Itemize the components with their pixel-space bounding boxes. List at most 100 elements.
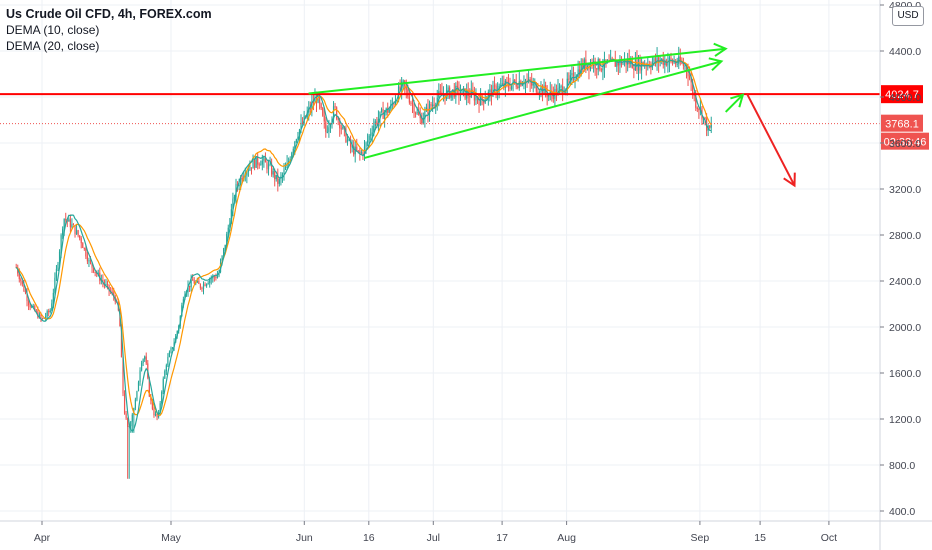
candle-body xyxy=(568,78,570,80)
candle-body xyxy=(247,170,249,172)
candle-body xyxy=(695,96,697,108)
candle-body xyxy=(227,227,229,234)
target-arrow xyxy=(746,93,796,187)
x-tick-label: 15 xyxy=(754,532,766,544)
candle-body xyxy=(679,56,681,63)
candle-body xyxy=(224,244,226,249)
candle-body xyxy=(692,82,694,94)
candle-body xyxy=(75,230,78,234)
candle-body xyxy=(45,316,47,318)
candle-body xyxy=(274,171,276,180)
candle-body xyxy=(653,58,655,63)
candle-body xyxy=(469,95,471,98)
candle-body xyxy=(32,306,34,308)
candle-body xyxy=(249,167,251,171)
candle-body xyxy=(493,85,496,87)
candle-body xyxy=(332,106,335,120)
candle-body xyxy=(246,171,248,176)
chart-title: Us Crude Oil CFD, 4h, FOREX.com xyxy=(6,7,212,21)
candle-body xyxy=(627,59,629,65)
candle-body xyxy=(342,126,344,129)
candle-body xyxy=(501,83,503,86)
currency-badge[interactable]: USD xyxy=(892,6,924,26)
candle-body xyxy=(52,292,54,304)
indicator-dema-20[interactable]: DEMA (20, close) xyxy=(6,39,100,53)
candle-body xyxy=(275,175,277,180)
candle-body xyxy=(490,89,493,97)
candle-body xyxy=(402,80,404,82)
candle-body xyxy=(685,65,688,70)
candle-body xyxy=(393,103,395,105)
candle-body xyxy=(122,357,124,394)
x-tick-label: 17 xyxy=(496,532,508,544)
candle-body xyxy=(532,83,534,86)
target-arrow-head xyxy=(783,172,796,188)
candle-body xyxy=(192,279,194,281)
candle-body xyxy=(387,108,389,113)
candle-body xyxy=(320,103,322,109)
candle-body xyxy=(384,112,386,119)
candle-body xyxy=(229,223,231,228)
candle-body xyxy=(63,218,65,229)
candle-body xyxy=(206,284,208,286)
candle-body xyxy=(373,125,375,133)
candle-body xyxy=(346,139,349,142)
candle-body xyxy=(182,299,184,306)
candle-body xyxy=(399,86,401,90)
candle-body xyxy=(58,251,61,264)
candle-body xyxy=(261,160,263,165)
candle-body xyxy=(309,107,311,110)
x-tick-label: 16 xyxy=(363,532,375,544)
candle-body xyxy=(212,276,214,279)
candle-body xyxy=(71,224,73,228)
candle-body xyxy=(74,225,76,234)
candle-body xyxy=(682,63,684,66)
candle-body xyxy=(164,371,166,379)
candle-body xyxy=(675,61,677,64)
candle-body xyxy=(433,104,435,106)
candle-body xyxy=(202,284,205,290)
candle-body xyxy=(517,86,519,88)
candle-body xyxy=(57,263,59,269)
candle-body xyxy=(102,279,104,283)
candle-body xyxy=(575,77,578,80)
candle-body xyxy=(667,62,669,66)
candle-body xyxy=(368,135,370,141)
candle-body xyxy=(221,255,223,263)
candle-body xyxy=(656,57,658,63)
candle-body xyxy=(159,403,161,413)
candle-body xyxy=(664,60,666,65)
candle-body xyxy=(82,243,84,249)
candle-body xyxy=(38,314,41,318)
candle-body xyxy=(51,303,53,311)
indicator-dema-10[interactable]: DEMA (10, close) xyxy=(6,23,100,37)
x-tick-label: Oct xyxy=(821,532,837,544)
candle-body xyxy=(572,73,575,81)
candle-body xyxy=(362,152,364,155)
candle-body xyxy=(500,85,502,87)
candle-body xyxy=(654,58,657,63)
candle-body xyxy=(80,238,82,244)
candle-body xyxy=(264,158,267,163)
candle-body xyxy=(640,61,643,71)
candle-body xyxy=(291,153,293,160)
candle-body xyxy=(89,259,92,263)
candle-body xyxy=(617,61,619,66)
candle-body xyxy=(43,317,45,319)
candle-body xyxy=(93,267,95,273)
candle-body xyxy=(407,89,409,97)
candle-body xyxy=(365,142,367,147)
candle-body xyxy=(596,68,598,70)
candle-body xyxy=(154,414,157,416)
candle-body xyxy=(272,171,274,175)
candle-body xyxy=(288,161,290,164)
candle-body xyxy=(619,59,621,66)
candle-body xyxy=(295,139,297,142)
candle-body xyxy=(77,230,79,236)
candle-body xyxy=(458,87,460,96)
candle-body xyxy=(602,68,604,71)
candle-body xyxy=(294,141,296,149)
candle-body xyxy=(267,164,270,170)
candle-body xyxy=(515,82,517,87)
